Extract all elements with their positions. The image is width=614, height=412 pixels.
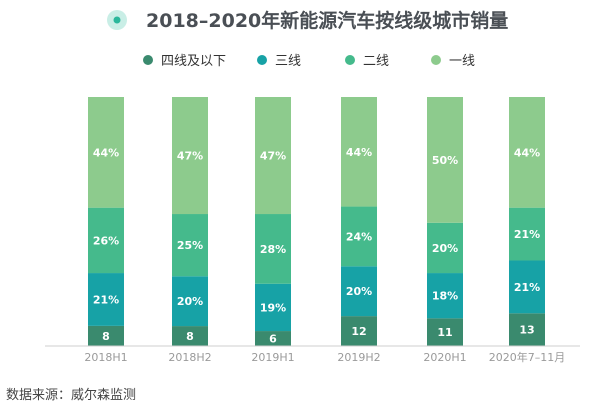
chart-title: 2018–2020年新能源汽车按线级城市销量 <box>146 9 508 32</box>
bar-segment <box>255 331 291 346</box>
x-tick-label: 2018H2 <box>168 351 211 364</box>
bar-segment <box>172 326 208 346</box>
bar-segment <box>341 206 377 267</box>
x-tick-label: 2020年7–11月 <box>489 350 566 364</box>
x-tick-label: 2020H1 <box>423 351 466 364</box>
data-label: 20% <box>346 285 372 298</box>
legend-marker-3 <box>431 55 441 65</box>
bars: 8 21% 26% 44% 8 20% 25% 47% 6 19% 28% 47% 12 20% 24% 44… <box>88 97 545 346</box>
title-icon-inner <box>113 16 121 24</box>
data-label: 44% <box>93 146 119 159</box>
legend-marker-1 <box>257 55 267 65</box>
bar-segment <box>427 97 463 223</box>
data-label: 12 <box>351 325 366 338</box>
x-tick-label: 2019H2 <box>337 351 380 364</box>
bar-segment <box>509 97 545 208</box>
bar-segment <box>341 97 377 207</box>
data-label: 18% <box>432 290 458 303</box>
data-label: 19% <box>260 301 286 314</box>
legend-label-3: 一线 <box>449 54 475 69</box>
bar-segment <box>341 316 377 346</box>
legend-label-0: 四线及以下 <box>161 54 226 69</box>
legend-label-1: 三线 <box>275 54 301 69</box>
source-note: 数据来源：威尔森监测 <box>6 388 136 403</box>
bar-segment <box>88 325 124 346</box>
data-label: 25% <box>177 239 203 252</box>
bar-segment <box>427 318 463 346</box>
bar-segment <box>172 214 208 277</box>
data-label: 24% <box>346 230 372 243</box>
data-label: 13 <box>519 324 534 337</box>
legend: 四线及以下 三线 二线 一线 <box>143 54 475 69</box>
data-label: 50% <box>432 154 458 167</box>
data-label: 8 <box>186 330 194 343</box>
bar-segment <box>509 260 545 314</box>
bar-segment <box>427 273 463 319</box>
bar-segment <box>172 97 208 215</box>
data-label: 47% <box>177 150 203 163</box>
x-tick-label: 2018H1 <box>84 351 127 364</box>
data-label: 8 <box>102 330 110 343</box>
legend-marker-2 <box>345 55 355 65</box>
data-label: 11 <box>437 326 452 339</box>
bar-segment <box>509 207 545 261</box>
x-ticks: 2018H1 2018H2 2019H1 2019H2 2020H1 2020年7–11月 <box>84 350 565 364</box>
bar-segment <box>427 222 463 274</box>
data-label: 6 <box>269 333 277 346</box>
legend-label-2: 二线 <box>363 54 389 69</box>
bar-segment <box>341 266 377 317</box>
bar-segment <box>88 207 124 274</box>
x-tick-label: 2019H1 <box>251 351 294 364</box>
bar-segment <box>255 214 291 284</box>
data-label: 26% <box>93 234 119 247</box>
bar-segment <box>88 273 124 326</box>
bar-segment <box>255 283 291 332</box>
data-label: 28% <box>260 243 286 256</box>
bar-segment <box>255 97 291 215</box>
data-label: 44% <box>514 146 540 159</box>
data-label: 20% <box>432 242 458 255</box>
data-label: 21% <box>93 293 119 306</box>
data-label: 44% <box>346 146 372 159</box>
data-label: 20% <box>177 295 203 308</box>
data-label: 21% <box>514 281 540 294</box>
bar-segment <box>88 97 124 208</box>
bar-segment <box>509 313 545 346</box>
data-label: 21% <box>514 228 540 241</box>
data-label: 47% <box>260 150 286 163</box>
title-icon <box>107 10 127 30</box>
bar-segment <box>172 276 208 327</box>
legend-marker-0 <box>143 55 153 65</box>
